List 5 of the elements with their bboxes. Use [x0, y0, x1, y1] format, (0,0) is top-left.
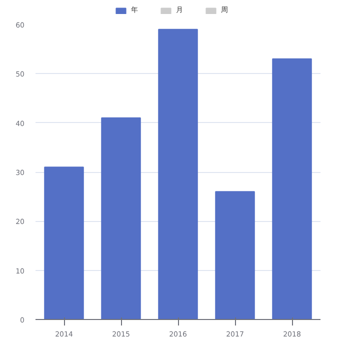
- bar: [215, 191, 255, 320]
- bar: [158, 28, 198, 320]
- bar: [272, 58, 312, 320]
- bar: [44, 166, 84, 320]
- bar: [101, 117, 141, 320]
